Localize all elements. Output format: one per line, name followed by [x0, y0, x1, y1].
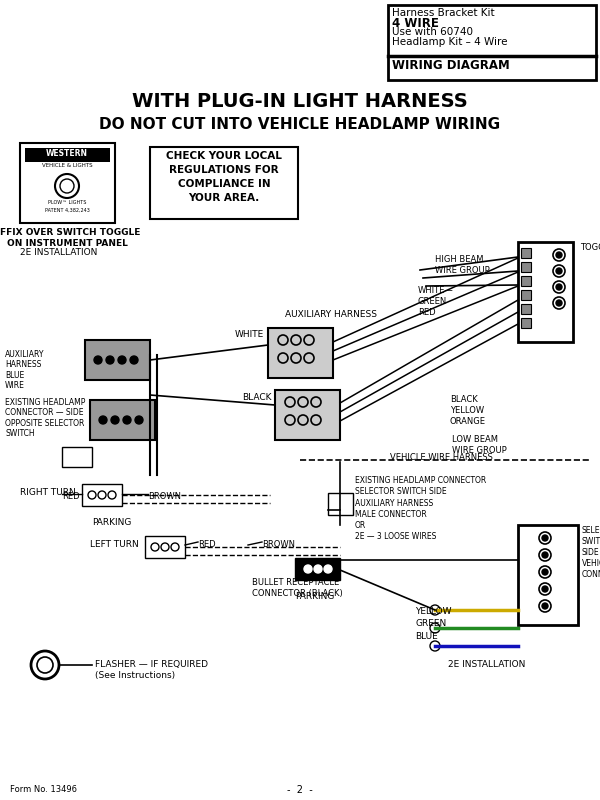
- Circle shape: [542, 586, 548, 592]
- Text: PLOW™ LIGHTS: PLOW™ LIGHTS: [48, 200, 86, 205]
- Text: LEFT TURN: LEFT TURN: [90, 540, 139, 549]
- Text: Use with 60740: Use with 60740: [392, 27, 473, 37]
- Circle shape: [118, 356, 126, 364]
- Bar: [150, 147, 298, 219]
- Bar: [521, 304, 531, 314]
- Circle shape: [556, 268, 562, 274]
- Bar: [90, 400, 155, 440]
- Bar: [518, 525, 578, 625]
- Text: EXISTING HEADLAMP CONNECTOR
SELECTOR SWITCH SIDE: EXISTING HEADLAMP CONNECTOR SELECTOR SWI…: [355, 476, 486, 496]
- Bar: [521, 248, 531, 258]
- Text: 2E INSTALLATION: 2E INSTALLATION: [448, 660, 526, 669]
- Text: SELECTOR
SWITCH
SIDE
VEHICLE
CONNECTOR: SELECTOR SWITCH SIDE VEHICLE CONNECTOR: [582, 526, 600, 579]
- Text: Form No. 13496: Form No. 13496: [10, 785, 77, 794]
- Text: AUXILIARY
HARNESS
BLUE
WIRE: AUXILIARY HARNESS BLUE WIRE: [5, 350, 44, 390]
- Text: PARKING: PARKING: [92, 518, 131, 527]
- Circle shape: [542, 603, 548, 609]
- Text: PARKING: PARKING: [295, 592, 334, 601]
- Circle shape: [94, 356, 102, 364]
- Bar: [62, 447, 92, 467]
- Circle shape: [556, 300, 562, 306]
- Bar: [388, 5, 596, 80]
- Bar: [295, 558, 340, 580]
- Circle shape: [123, 416, 131, 424]
- Text: RED: RED: [198, 540, 215, 549]
- Bar: [275, 390, 340, 440]
- Bar: [268, 328, 333, 378]
- Text: FLASHER — IF REQUIRED
(See Instructions): FLASHER — IF REQUIRED (See Instructions): [95, 660, 208, 680]
- Bar: [85, 340, 150, 380]
- Text: -  2  -: - 2 -: [287, 785, 313, 795]
- Circle shape: [542, 569, 548, 575]
- Text: RED: RED: [62, 492, 80, 501]
- Text: BULLET RECEPTACLE
CONNECTOR (BLACK): BULLET RECEPTACLE CONNECTOR (BLACK): [252, 578, 343, 598]
- Text: DO NOT CUT INTO VEHICLE HEADLAMP WIRING: DO NOT CUT INTO VEHICLE HEADLAMP WIRING: [100, 117, 500, 132]
- Bar: [82, 484, 122, 506]
- Text: WITH PLUG-IN LIGHT HARNESS: WITH PLUG-IN LIGHT HARNESS: [132, 92, 468, 111]
- Text: BLACK
YELLOW
ORANGE: BLACK YELLOW ORANGE: [450, 395, 486, 426]
- Bar: [521, 318, 531, 328]
- Text: CHECK YOUR LOCAL
REGULATIONS FOR
COMPLIANCE IN
YOUR AREA.: CHECK YOUR LOCAL REGULATIONS FOR COMPLIA…: [166, 151, 282, 203]
- Text: WHITE: WHITE: [235, 330, 264, 339]
- Circle shape: [314, 565, 322, 573]
- Text: AUXILIARY HARNESS: AUXILIARY HARNESS: [285, 310, 377, 319]
- Text: WESTERN: WESTERN: [46, 149, 88, 158]
- Text: RIGHT TURN: RIGHT TURN: [20, 488, 76, 497]
- Text: VEHICLE & LIGHTS: VEHICLE & LIGHTS: [41, 163, 92, 168]
- Bar: [521, 262, 531, 272]
- Circle shape: [556, 284, 562, 290]
- Bar: [521, 290, 531, 300]
- Text: TOGGLE SWITCH: TOGGLE SWITCH: [580, 243, 600, 252]
- Text: 4 WIRE: 4 WIRE: [392, 17, 439, 30]
- Circle shape: [111, 416, 119, 424]
- Circle shape: [304, 565, 312, 573]
- Text: PATENT 4,382,243: PATENT 4,382,243: [44, 208, 89, 213]
- Circle shape: [324, 565, 332, 573]
- Text: HIGH BEAM
WIRE GROUP: HIGH BEAM WIRE GROUP: [435, 255, 490, 275]
- Bar: [328, 493, 353, 515]
- Circle shape: [106, 356, 114, 364]
- Bar: [521, 276, 531, 286]
- Text: EXISTING HEADLAMP
CONNECTOR — SIDE
OPPOSITE SELECTOR
SWITCH: EXISTING HEADLAMP CONNECTOR — SIDE OPPOS…: [5, 398, 85, 438]
- Bar: [25, 148, 110, 162]
- Text: Headlamp Kit – 4 Wire: Headlamp Kit – 4 Wire: [392, 37, 508, 47]
- Text: BROWN: BROWN: [262, 540, 295, 549]
- Text: 2E INSTALLATION: 2E INSTALLATION: [20, 248, 97, 257]
- Circle shape: [542, 552, 548, 558]
- Text: YELLOW
GREEN
BLUE: YELLOW GREEN BLUE: [415, 607, 452, 641]
- Text: LOW BEAM
WIRE GROUP: LOW BEAM WIRE GROUP: [452, 435, 507, 455]
- Circle shape: [135, 416, 143, 424]
- Text: WIRING DIAGRAM: WIRING DIAGRAM: [392, 59, 510, 72]
- Bar: [518, 242, 573, 342]
- Circle shape: [542, 535, 548, 541]
- Text: WHITE—
GREEN
RED: WHITE— GREEN RED: [418, 286, 454, 317]
- Bar: [20, 143, 115, 223]
- Bar: [145, 536, 185, 558]
- Text: Harness Bracket Kit: Harness Bracket Kit: [392, 8, 494, 18]
- Text: AFFIX OVER SWITCH TOGGLE
ON INSTRUMENT PANEL: AFFIX OVER SWITCH TOGGLE ON INSTRUMENT P…: [0, 228, 140, 248]
- Circle shape: [130, 356, 138, 364]
- Text: BROWN: BROWN: [148, 492, 181, 501]
- Text: BLACK: BLACK: [242, 393, 271, 402]
- Circle shape: [99, 416, 107, 424]
- Text: AUXILIARY HARNESS
MALE CONNECTOR
OR
2E — 3 LOOSE WIRES: AUXILIARY HARNESS MALE CONNECTOR OR 2E —…: [355, 499, 436, 542]
- Circle shape: [556, 252, 562, 258]
- Text: VEHICLE WIRE HARNESS: VEHICLE WIRE HARNESS: [390, 453, 493, 462]
